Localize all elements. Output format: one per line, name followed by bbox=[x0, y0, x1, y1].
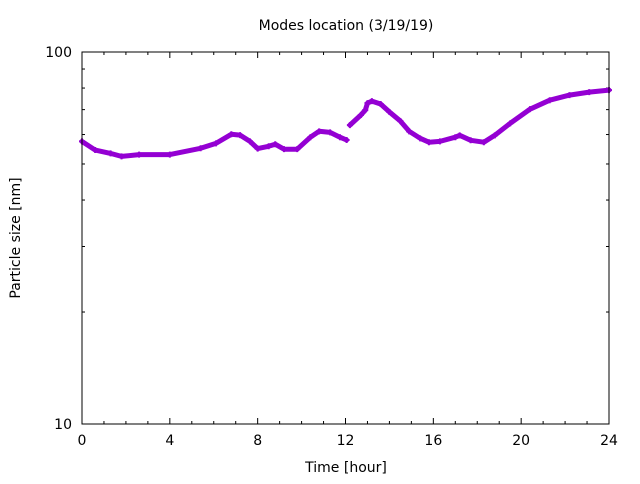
data-point bbox=[166, 151, 173, 158]
x-axis-label: Time [hour] bbox=[304, 460, 387, 476]
data-point bbox=[456, 132, 463, 139]
data-point bbox=[136, 151, 143, 158]
data-point bbox=[246, 138, 253, 145]
y-tick-label: 10 bbox=[54, 417, 72, 433]
data-point bbox=[272, 141, 279, 148]
data-point bbox=[281, 146, 288, 153]
data-point bbox=[425, 139, 432, 146]
data-point bbox=[586, 89, 593, 96]
data-point bbox=[343, 137, 350, 144]
data-point bbox=[386, 108, 393, 115]
data-point bbox=[436, 138, 443, 145]
data-point bbox=[254, 145, 261, 152]
data-point bbox=[357, 112, 364, 119]
data-point bbox=[92, 147, 99, 154]
data-point bbox=[107, 150, 114, 157]
data-point bbox=[212, 140, 219, 147]
data-point bbox=[327, 129, 334, 136]
data-point bbox=[566, 92, 573, 99]
data-point bbox=[237, 132, 244, 139]
data-point bbox=[406, 128, 413, 135]
x-tick-label: 4 bbox=[165, 433, 174, 449]
data-point bbox=[526, 106, 533, 113]
data-point bbox=[307, 134, 314, 141]
y-axis-label: Particle size [nm] bbox=[8, 177, 24, 298]
data-point bbox=[346, 122, 353, 129]
x-tick-label: 16 bbox=[424, 433, 442, 449]
axes: 0 4 8 12 16 20 24 10 100 bbox=[45, 45, 618, 449]
data-point bbox=[377, 100, 384, 107]
x-tick-label: 8 bbox=[253, 433, 262, 449]
data-point bbox=[337, 134, 344, 141]
data-point bbox=[480, 139, 487, 146]
chart-title: Modes location (3/19/19) bbox=[259, 18, 434, 34]
x-tick-label: 0 bbox=[78, 433, 87, 449]
data-point bbox=[228, 131, 235, 138]
plot-frame bbox=[81, 51, 610, 425]
x-tick-label: 12 bbox=[337, 433, 355, 449]
x-tick-label: 24 bbox=[600, 433, 618, 449]
y-tick-label: 100 bbox=[45, 45, 72, 61]
data-point bbox=[362, 107, 369, 114]
data-point bbox=[397, 118, 404, 125]
data-point bbox=[265, 143, 272, 150]
data-point bbox=[417, 135, 424, 142]
data-point bbox=[118, 153, 125, 160]
data-point bbox=[294, 146, 301, 153]
data-point bbox=[452, 134, 459, 141]
data-point bbox=[507, 120, 514, 127]
series-group bbox=[79, 87, 612, 160]
data-point bbox=[546, 97, 553, 104]
x-tick-label: 20 bbox=[512, 433, 530, 449]
data-point bbox=[364, 100, 371, 107]
data-point bbox=[316, 128, 323, 135]
data-point bbox=[491, 132, 498, 139]
data-point bbox=[467, 137, 474, 144]
data-point bbox=[197, 145, 204, 152]
data-point bbox=[368, 98, 375, 105]
